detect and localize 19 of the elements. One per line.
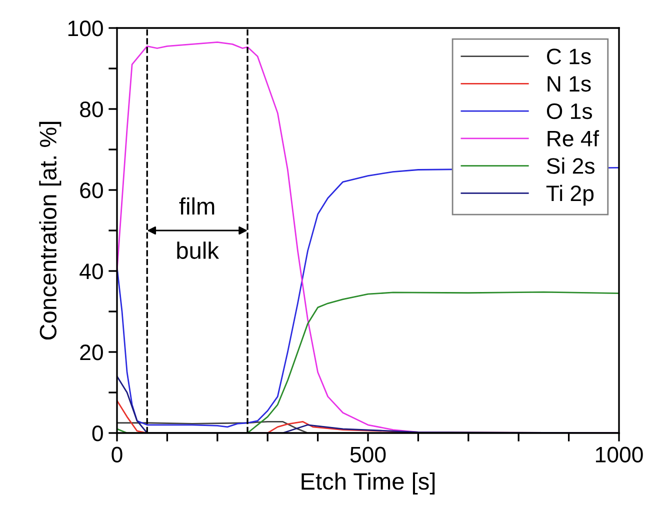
legend-label: Re 4f xyxy=(548,130,600,146)
annotation: film xyxy=(179,197,214,214)
y-tick-label: 80 xyxy=(80,102,103,118)
x-tick-label: 0 xyxy=(112,446,122,463)
x-axis-title: Etch Time [s] xyxy=(302,472,435,494)
legend-label: C 1s xyxy=(547,48,591,64)
legend-label: N 1s xyxy=(548,76,591,92)
x-tick-label: 500 xyxy=(350,446,386,463)
y-tick-label: 60 xyxy=(80,182,103,198)
legend-label: Ti 2p xyxy=(546,184,594,206)
y-axis-title: Concentration [at. %] xyxy=(39,122,62,340)
y-tick-label: 20 xyxy=(80,344,103,360)
y-tick-label: 100 xyxy=(68,20,103,36)
y-tick-label: 0 xyxy=(92,426,103,442)
y-tick-label: 40 xyxy=(80,264,103,280)
x-tick-label: 1000 xyxy=(596,446,643,463)
legend-label: O 1s xyxy=(546,103,592,120)
annotation: bulk xyxy=(177,242,220,259)
legend-label: Si 2s xyxy=(546,158,594,174)
